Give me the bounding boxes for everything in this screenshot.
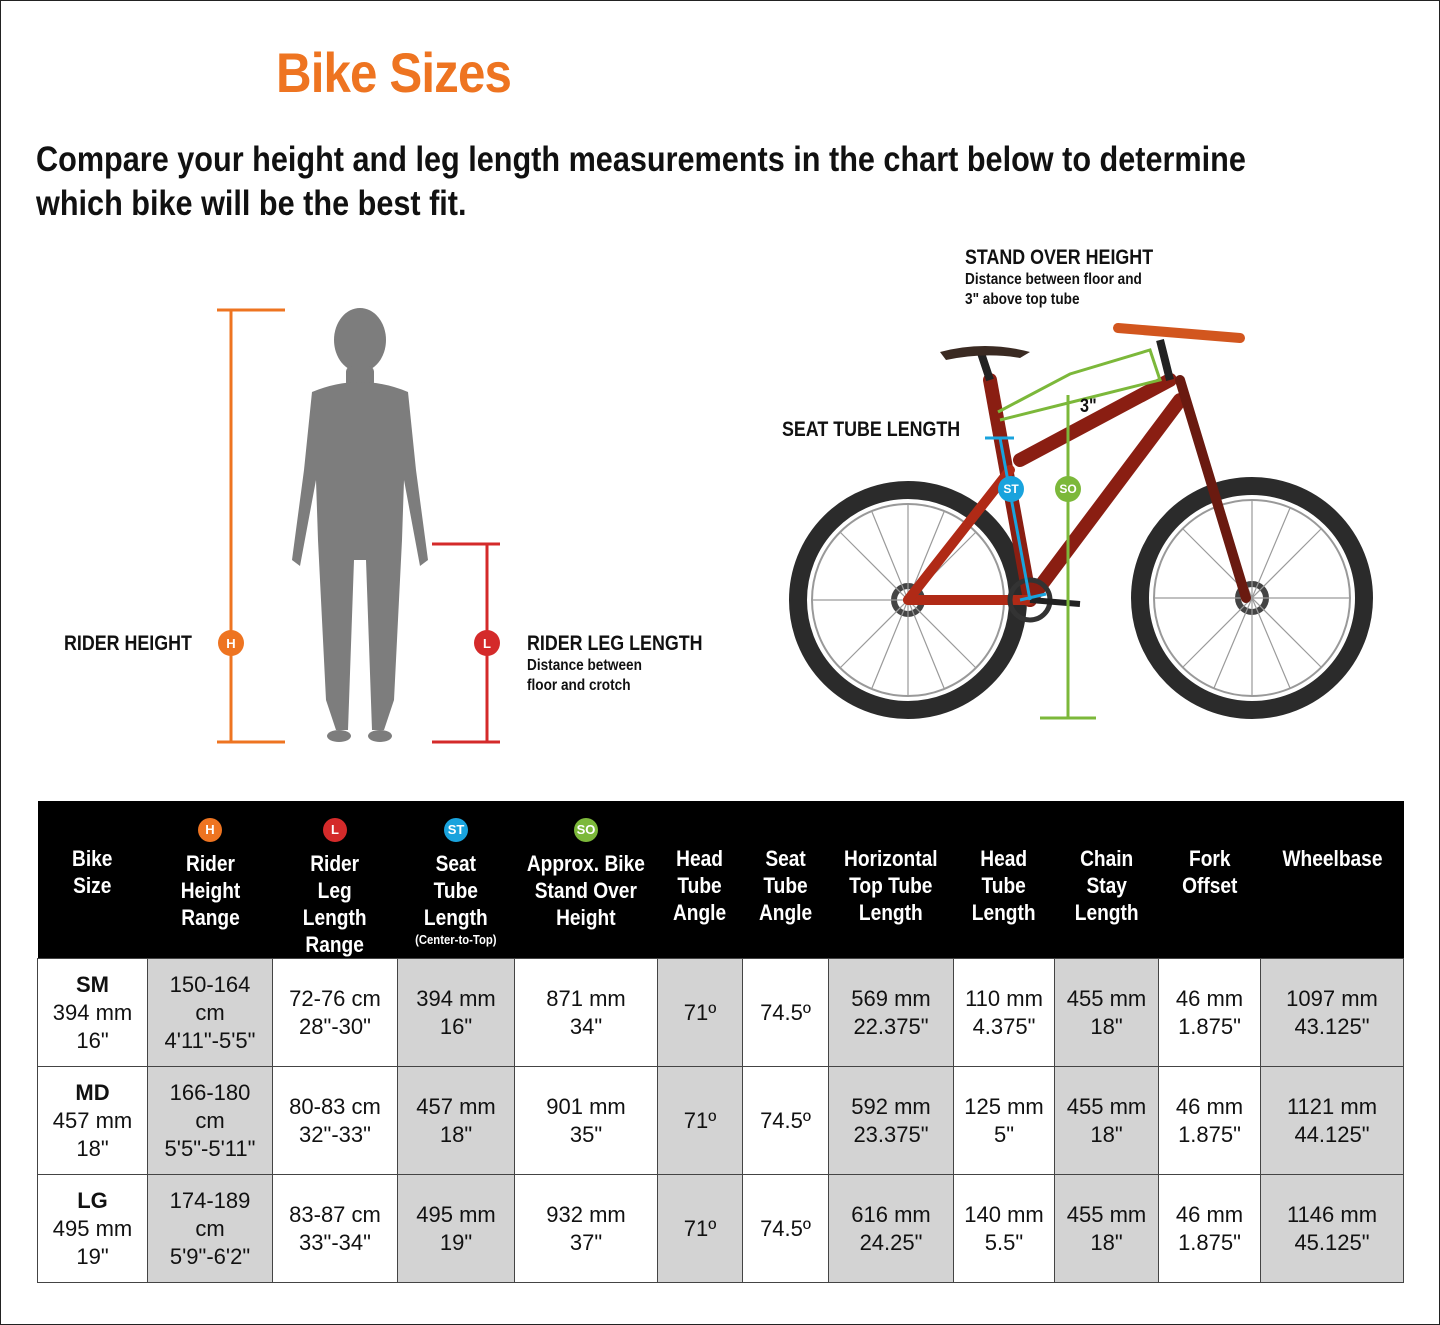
rider-height-label: RIDER HEIGHT (64, 632, 192, 655)
stand-over-desc-2: 3" above top tube (965, 291, 1080, 308)
so-badge: SO (1055, 476, 1081, 502)
header-label: Rider Leg Length Range (303, 851, 367, 957)
header-label: Seat Tube Length (Center-to-Top) (415, 851, 497, 947)
table-cell: 455 mm 18" (1054, 1174, 1159, 1283)
size-code: SM (76, 971, 109, 997)
table-cell: 166-180 cm 5'5"-5'11" (147, 1066, 273, 1175)
header-label: Bike Size (72, 846, 113, 898)
column-header: Head Tube Angle (657, 801, 743, 959)
table-cell: 74.5º (742, 1066, 829, 1175)
table-cell: 110 mm 4.375" (953, 958, 1055, 1067)
table-cell: MD 457 mm 18" (37, 1066, 148, 1175)
three-inch-label: 3" (1080, 396, 1097, 417)
stand-over-label: STAND OVER HEIGHT (965, 246, 1154, 269)
column-header: Horizontal Top Tube Length (828, 801, 954, 959)
seat-tube-label: SEAT TUBE LENGTH (782, 418, 961, 441)
leg-desc-2: floor and crotch (527, 677, 631, 694)
column-header: Wheelbase (1260, 801, 1404, 959)
header-badge: ST (444, 818, 468, 842)
header-label: Chain Stay Length (1074, 846, 1139, 925)
table-cell: 140 mm 5.5" (953, 1174, 1055, 1283)
table-body: SM 394 mm 16" 150-164 cm 4'11"-5'5" 72-76 cm 28… (37, 958, 1404, 1283)
table-cell: 1121 mm 44.125" (1260, 1066, 1404, 1175)
size-chart-table: Bike Size H Rider Height Range L Rider Leg Lengt… (37, 801, 1404, 1283)
table-row: SM 394 mm 16" 150-164 cm 4'11"-5'5" 72-76 cm 28… (37, 958, 1404, 1067)
column-header: Bike Size (37, 801, 148, 959)
header-label: Approx. Bike Stand Over Height (526, 851, 646, 930)
page-title: Bike Sizes (276, 41, 512, 104)
header-badge: H (198, 818, 222, 842)
table-cell: 457 mm 18" (397, 1066, 515, 1175)
column-header: Fork Offset (1158, 801, 1261, 959)
person-silhouette (292, 308, 428, 742)
leg-badge: L (474, 630, 500, 656)
column-header: Head Tube Length (953, 801, 1055, 959)
table-cell: 46 mm 1.875" (1158, 1066, 1261, 1175)
column-header: Seat Tube Angle (742, 801, 829, 959)
table-cell: 592 mm 23.375" (828, 1066, 954, 1175)
table-cell: 1146 mm 45.125" (1260, 1174, 1404, 1283)
column-header: SO Approx. Bike Stand Over Height (514, 801, 658, 959)
header-label: Head Tube Length (972, 846, 1036, 925)
table-cell: 80-83 cm 32"-33" (272, 1066, 398, 1175)
column-header: L Rider Leg Length Range (272, 801, 398, 959)
stand-over-desc-1: Distance between floor and (965, 271, 1142, 288)
table-cell: 901 mm 35" (514, 1066, 658, 1175)
column-header: Chain Stay Length (1054, 801, 1159, 959)
table-row: MD 457 mm 18" 166-180 cm 5'5"-5'11" 80-83 cm 32… (37, 1066, 1404, 1175)
table-cell: 569 mm 22.375" (828, 958, 954, 1067)
table-cell: SM 394 mm 16" (37, 958, 148, 1067)
seat-tube-marker (985, 436, 1047, 602)
table-cell: 71º (657, 958, 743, 1067)
table-cell: 616 mm 24.25" (828, 1174, 954, 1283)
header-badge: L (323, 818, 347, 842)
column-header: H Rider Height Range (147, 801, 273, 959)
table-cell: 71º (657, 1174, 743, 1283)
table-cell: 495 mm 19" (397, 1174, 515, 1283)
bike-illustration (789, 323, 1373, 720)
table-cell: 455 mm 18" (1054, 1066, 1159, 1175)
table-cell: 74.5º (742, 1174, 829, 1283)
table-header: Bike Size H Rider Height Range L Rider Leg Lengt… (37, 801, 1404, 959)
header-label: Head Tube Angle (673, 846, 727, 925)
table-cell: 932 mm 37" (514, 1174, 658, 1283)
header-label: Horizontal Top Tube Length (844, 846, 938, 925)
table-cell: 46 mm 1.875" (1158, 1174, 1261, 1283)
table-cell: 83-87 cm 33"-34" (272, 1174, 398, 1283)
table-row: LG 495 mm 19" 174-189 cm 5'9"-6'2" 83-87 cm 33"… (37, 1174, 1404, 1283)
table-cell: 174-189 cm 5'9"-6'2" (147, 1174, 273, 1283)
table-cell: 74.5º (742, 958, 829, 1067)
size-code: LG (77, 1187, 108, 1213)
table-cell: 394 mm 16" (397, 958, 515, 1067)
illustration (217, 308, 1373, 744)
table-cell: 150-164 cm 4'11"-5'5" (147, 958, 273, 1067)
column-header: ST Seat Tube Length (Center-to-Top) (397, 801, 515, 959)
size-code: MD (75, 1079, 110, 1105)
header-label: Rider Height Range (180, 851, 240, 930)
height-badge: H (218, 630, 244, 656)
table-cell: 125 mm 5" (953, 1066, 1055, 1175)
header-label: Wheelbase (1282, 846, 1382, 871)
rider-leg-label: RIDER LEG LENGTH (527, 632, 703, 655)
header-label: Fork Offset (1181, 846, 1238, 898)
table-cell: LG 495 mm 19" (37, 1174, 148, 1283)
table-cell: 72-76 cm 28"-30" (272, 958, 398, 1067)
leg-desc-1: Distance between (527, 657, 642, 674)
header-subtext: (Center-to-Top) (415, 932, 497, 947)
table-cell: 1097 mm 43.125" (1260, 958, 1404, 1067)
intro-text: Compare your height and leg length measu… (36, 140, 1246, 223)
st-badge: ST (998, 476, 1024, 502)
header-badge: SO (574, 818, 598, 842)
rider-height-bracket (217, 308, 285, 744)
table-cell: 46 mm 1.875" (1158, 958, 1261, 1067)
header-label: Seat Tube Angle (758, 846, 813, 925)
table-cell: 71º (657, 1066, 743, 1175)
stand-over-marker (997, 348, 1162, 720)
table-cell: 871 mm 34" (514, 958, 658, 1067)
table-cell: 455 mm 18" (1054, 958, 1159, 1067)
